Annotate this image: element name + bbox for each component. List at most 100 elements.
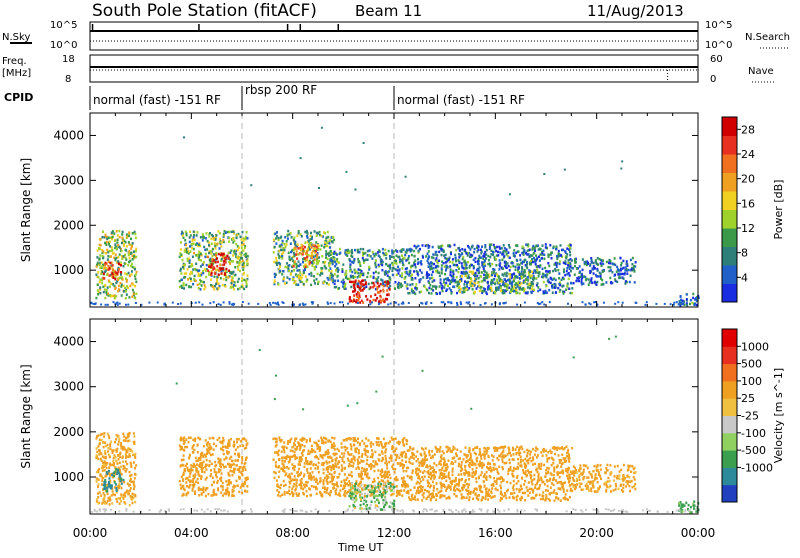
power-cell (293, 265, 295, 268)
power-cell (193, 252, 195, 255)
power-cell (234, 281, 236, 284)
power-cell (328, 269, 330, 272)
power-cell (103, 277, 105, 280)
velocity-cell (382, 457, 384, 460)
velocity-cell (227, 491, 229, 494)
power-cell (202, 239, 204, 242)
power-cell (194, 275, 196, 278)
velocity-cell (212, 477, 214, 480)
power-cell (345, 270, 347, 273)
velocity-cell (124, 495, 126, 498)
power-cell (233, 231, 235, 234)
power-cell (560, 254, 562, 257)
velocity-cell (341, 481, 343, 484)
velocity-cell (213, 448, 215, 451)
power-cell (286, 243, 288, 246)
power-cell (487, 288, 489, 291)
power-cell (298, 260, 300, 263)
velocity-cell (396, 485, 398, 488)
power-cell (539, 264, 541, 267)
power-cell (443, 286, 445, 289)
power-cell (130, 247, 132, 250)
power-ground-cell (278, 304, 280, 306)
power-cell (220, 277, 222, 280)
velocity-cell (405, 453, 407, 456)
velocity-cell (315, 464, 317, 467)
power-cell (483, 278, 485, 281)
power-isolated-cell (300, 157, 302, 159)
power-cell (331, 274, 333, 277)
power-cell (571, 259, 573, 262)
velocity-cell (284, 460, 286, 463)
power-ground-cell (242, 301, 244, 303)
velocity-cell (349, 474, 351, 477)
velocity-cell (121, 482, 123, 485)
power-cell (443, 281, 445, 284)
power-cell (502, 250, 504, 253)
power-cell (360, 248, 362, 251)
power-cell (245, 256, 247, 259)
velocity-cell (96, 471, 98, 474)
velocity-cell (284, 493, 286, 496)
velocity-cell (350, 489, 352, 492)
power-cell (121, 242, 123, 245)
power-cell (123, 285, 125, 288)
velocity-cell (314, 467, 316, 470)
power-cell (502, 292, 504, 295)
power-cell (313, 275, 315, 278)
nave-label: Nave (748, 66, 774, 77)
velocity-cell (108, 481, 110, 484)
velocity-cell (347, 484, 349, 487)
power-cell (387, 274, 389, 277)
power-cell (397, 266, 399, 269)
velocity-cell (353, 440, 355, 443)
power-cell (117, 234, 119, 237)
velocity-cell (372, 460, 374, 463)
power-cell (315, 250, 317, 253)
power-cell (457, 259, 459, 262)
power-cell (472, 285, 474, 288)
velocity-cell (387, 476, 389, 479)
power-cell (571, 292, 573, 295)
power-cell (134, 268, 136, 271)
power-cell (323, 282, 325, 285)
power-ground-cell (341, 301, 343, 303)
power-cell (559, 263, 561, 266)
power-cell (467, 261, 469, 264)
power-cell (220, 272, 222, 275)
power-cell (225, 279, 227, 282)
power-cell (221, 253, 223, 256)
power-cell (337, 280, 339, 283)
velocity-cell (214, 468, 216, 471)
power-ground-cell (202, 304, 204, 306)
velocity-cell (179, 444, 181, 447)
power-cell (326, 245, 328, 248)
power-ground-cell (678, 303, 680, 305)
velocity-cell (99, 439, 101, 442)
velocity-cell (332, 446, 334, 449)
power-cell (519, 284, 521, 287)
power-cell (547, 262, 549, 265)
power-cell (99, 279, 101, 282)
power-cell (328, 278, 330, 281)
power-cell (432, 277, 434, 280)
velocity-cell (222, 446, 224, 449)
power-cell (548, 265, 550, 268)
power-cell (208, 273, 210, 276)
velocity-cell (278, 476, 280, 479)
power-cell (273, 251, 275, 254)
power-cell (588, 278, 590, 281)
power-cell (450, 268, 452, 271)
power-cell (574, 261, 576, 264)
power-cell (455, 269, 457, 272)
power-cell (135, 237, 137, 240)
power-cell (543, 258, 545, 261)
power-cell (231, 279, 233, 282)
velocity-cell (300, 487, 302, 490)
power-cell (359, 287, 361, 290)
power-cell (358, 294, 360, 297)
power-cell (401, 251, 403, 254)
power-cell (285, 246, 287, 249)
power-cell (387, 282, 389, 285)
power-ground-cell (125, 304, 127, 306)
